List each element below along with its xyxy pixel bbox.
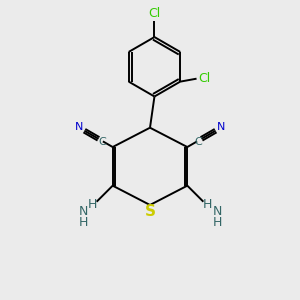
Text: H: H: [202, 198, 212, 211]
Text: N: N: [78, 205, 88, 218]
Text: N: N: [217, 122, 226, 132]
Text: S: S: [145, 204, 156, 219]
Text: C: C: [194, 137, 202, 147]
Text: Cl: Cl: [199, 72, 211, 85]
Text: Cl: Cl: [148, 7, 160, 20]
Text: H: H: [88, 198, 98, 211]
Text: N: N: [212, 205, 222, 218]
Text: C: C: [98, 137, 106, 147]
Text: H: H: [78, 216, 88, 229]
Text: N: N: [74, 122, 83, 132]
Text: H: H: [212, 216, 222, 229]
